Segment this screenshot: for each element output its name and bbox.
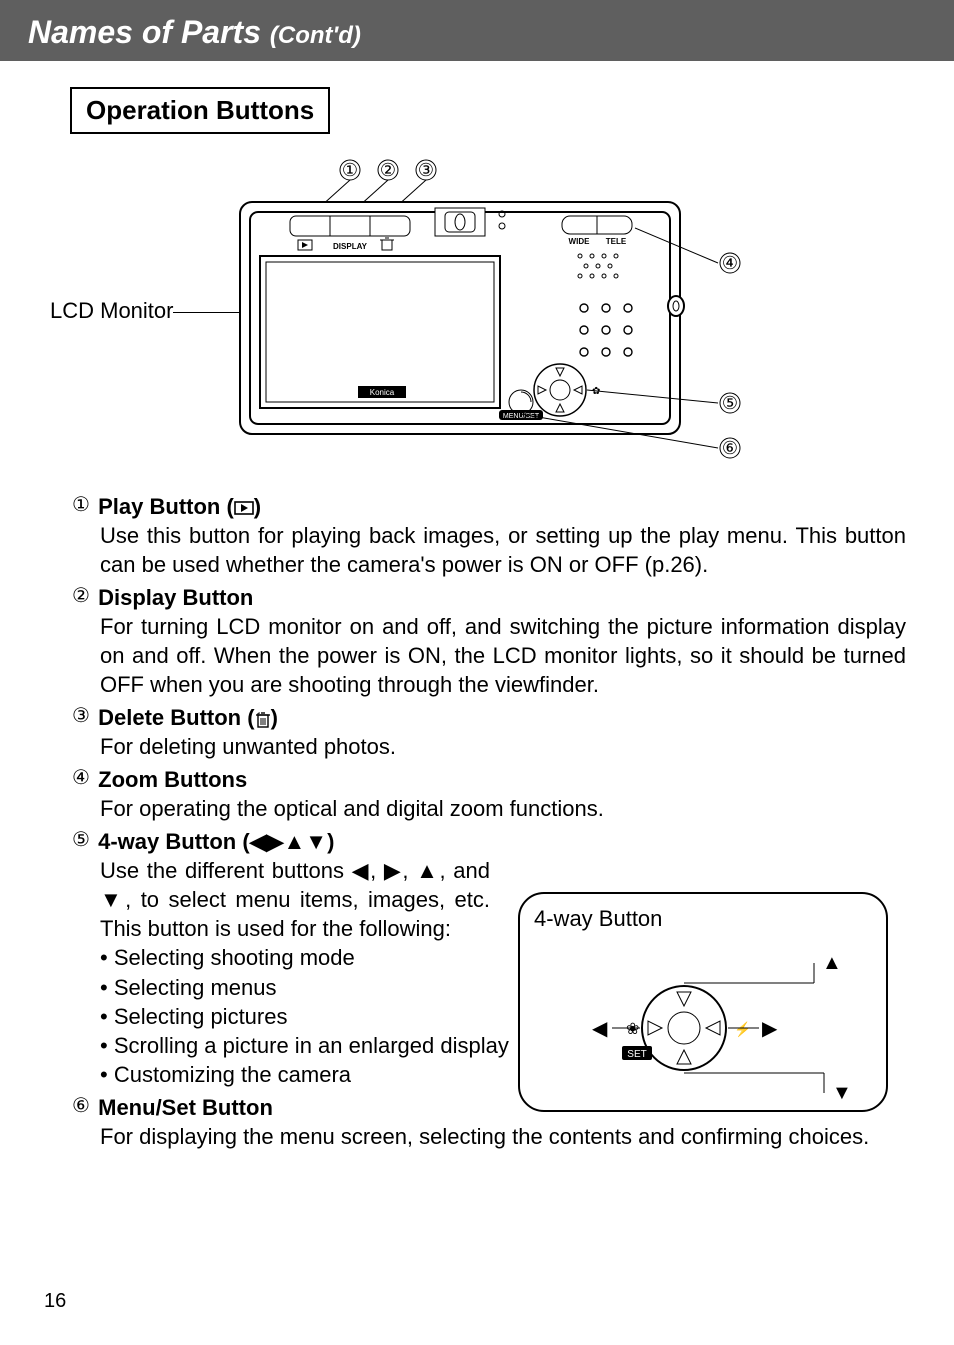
svg-text:②: ②	[380, 160, 396, 180]
svg-text:❀: ❀	[626, 1021, 639, 1038]
svg-text:⚡: ⚡	[734, 1021, 751, 1038]
svg-text:DISPLAY: DISPLAY	[333, 242, 368, 251]
svg-text:Konica: Konica	[370, 388, 395, 397]
desc-1: Use this button for playing back images,…	[100, 521, 906, 579]
svg-text:TELE: TELE	[606, 237, 627, 246]
svg-text:◀: ◀	[592, 1018, 608, 1040]
desc-5: Use the different buttons ◀, ▶, ▲, and ▼…	[100, 856, 490, 943]
desc-4: For operating the optical and digital zo…	[100, 794, 906, 823]
camera-diagram: LCD Monitor ① ② ③ ④ ⑤ ⑥	[70, 158, 906, 478]
header-title: Names of Parts	[28, 14, 270, 50]
num-2: ②	[70, 583, 92, 609]
svg-text:WIDE: WIDE	[569, 237, 591, 246]
trash-icon	[255, 710, 271, 728]
fourway-svg: ❀ ⚡ SET ▲ ▼ ▶ ◀	[534, 933, 874, 1103]
svg-text:▼: ▼	[832, 1082, 852, 1103]
item-delete-button: ③ Delete Button () For deleting unwanted…	[70, 703, 906, 761]
fourway-inset: 4-way Button ❀ ⚡ SET	[518, 892, 888, 1112]
item-zoom-buttons: ④ Zoom Buttons For operating the optical…	[70, 765, 906, 823]
svg-text:SET: SET	[627, 1049, 646, 1060]
page-header: Names of Parts (Cont'd)	[0, 0, 954, 61]
header-subtitle: (Cont'd)	[270, 22, 361, 49]
button-descriptions: ① Play Button () Use this button for pla…	[70, 492, 906, 1151]
camera-back-svg: ① ② ③ ④ ⑤ ⑥ DISPLAY	[230, 158, 790, 478]
item-play-button: ① Play Button () Use this button for pla…	[70, 492, 906, 579]
svg-text:▶: ▶	[762, 1018, 778, 1040]
inset-title: 4-way Button	[534, 904, 872, 933]
desc-2: For turning LCD monitor on and off, and …	[100, 612, 906, 699]
num-5: ⑤	[70, 827, 92, 853]
svg-text:▲: ▲	[822, 952, 842, 974]
section-label: Operation Buttons	[70, 87, 330, 134]
page-number: 16	[44, 1290, 66, 1313]
num-3: ③	[70, 703, 92, 729]
num-6: ⑥	[70, 1093, 92, 1119]
svg-text:③: ③	[418, 160, 434, 180]
item-display-button: ② Display Button For turning LCD monitor…	[70, 583, 906, 699]
num-4: ④	[70, 765, 92, 791]
lcd-monitor-label: LCD Monitor	[50, 298, 173, 324]
svg-text:⑤: ⑤	[722, 393, 738, 413]
svg-text:④: ④	[722, 253, 738, 273]
num-1: ①	[70, 492, 92, 518]
desc-3: For deleting unwanted photos.	[100, 732, 906, 761]
play-icon	[234, 501, 254, 515]
svg-text:⑥: ⑥	[722, 438, 738, 458]
svg-text:①: ①	[342, 160, 358, 180]
desc-6: For displaying the menu screen, selectin…	[100, 1122, 906, 1151]
